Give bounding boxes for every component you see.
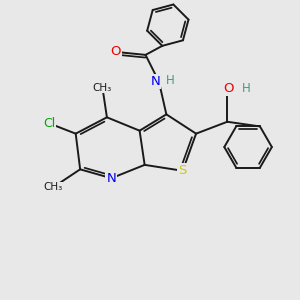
Text: N: N (106, 172, 116, 185)
Text: N: N (151, 75, 160, 88)
Text: CH₃: CH₃ (44, 182, 63, 192)
Text: H: H (242, 82, 251, 95)
Text: CH₃: CH₃ (93, 82, 112, 93)
Text: Cl: Cl (43, 117, 55, 130)
Text: S: S (178, 164, 187, 177)
Text: O: O (224, 82, 234, 95)
Text: H: H (166, 74, 175, 87)
Text: O: O (111, 45, 121, 58)
